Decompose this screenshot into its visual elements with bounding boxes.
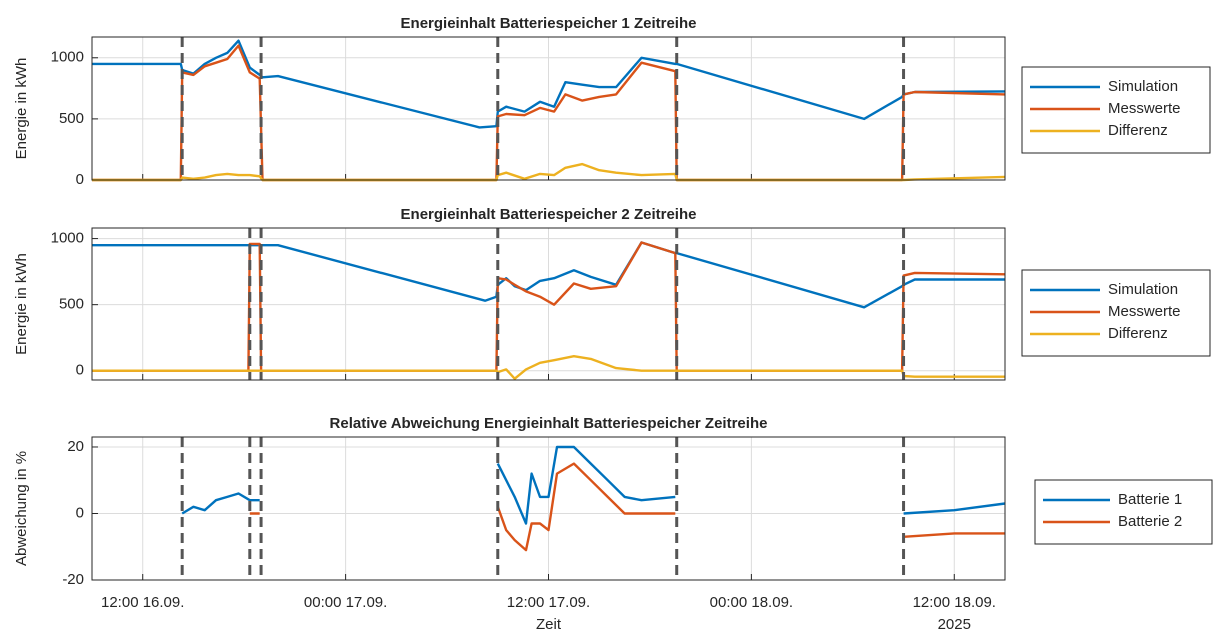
y-axis-label: Energie in kWh xyxy=(13,253,30,355)
chart-title: Energieinhalt Batteriespeicher 1 Zeitrei… xyxy=(401,15,697,32)
legend-label: Batterie 1 xyxy=(1118,491,1182,508)
x-tick-label: 00:00 18.09. xyxy=(710,594,793,611)
series-line xyxy=(249,462,1005,552)
y-tick-label: -20 xyxy=(62,571,84,588)
series-line xyxy=(92,39,1006,129)
axes-box xyxy=(91,36,1006,181)
chart-title: Energieinhalt Batteriespeicher 2 Zeitrei… xyxy=(401,206,697,223)
legend-label: Simulation xyxy=(1108,78,1178,95)
chart-title: Relative Abweichung Energieinhalt Batter… xyxy=(330,415,768,432)
x-axis-label: Zeit xyxy=(536,616,562,633)
legend-label: Differenz xyxy=(1108,325,1168,342)
x-tick-label: 12:00 18.09. xyxy=(913,594,996,611)
y-tick-label: 1000 xyxy=(51,49,84,66)
x-secondary-label: 2025 xyxy=(938,616,971,633)
legend-label: Messwerte xyxy=(1108,100,1181,117)
legend-label: Batterie 2 xyxy=(1118,513,1182,530)
series-line xyxy=(181,445,1006,525)
legend-label: Messwerte xyxy=(1108,303,1181,320)
x-tick-label: 12:00 17.09. xyxy=(507,594,590,611)
y-tick-label: 1000 xyxy=(51,230,84,247)
x-tick-label: 12:00 16.09. xyxy=(101,594,184,611)
y-tick-label: 0 xyxy=(76,362,84,379)
y-tick-label: 500 xyxy=(59,110,84,127)
y-axis-label: Energie in kWh xyxy=(13,58,30,160)
x-tick-label: 00:00 17.09. xyxy=(304,594,387,611)
legend-box xyxy=(1034,479,1213,545)
series-line xyxy=(92,355,1005,380)
axes-box xyxy=(91,436,1006,581)
legend-label: Differenz xyxy=(1108,122,1168,139)
y-axis-label: Abweichung in % xyxy=(13,451,30,566)
legend-label: Simulation xyxy=(1108,281,1178,298)
axes-box xyxy=(91,227,1006,381)
y-tick-label: 500 xyxy=(59,296,84,313)
y-tick-label: 20 xyxy=(67,438,84,455)
y-tick-label: 0 xyxy=(76,171,84,188)
y-tick-label: 0 xyxy=(76,504,84,521)
